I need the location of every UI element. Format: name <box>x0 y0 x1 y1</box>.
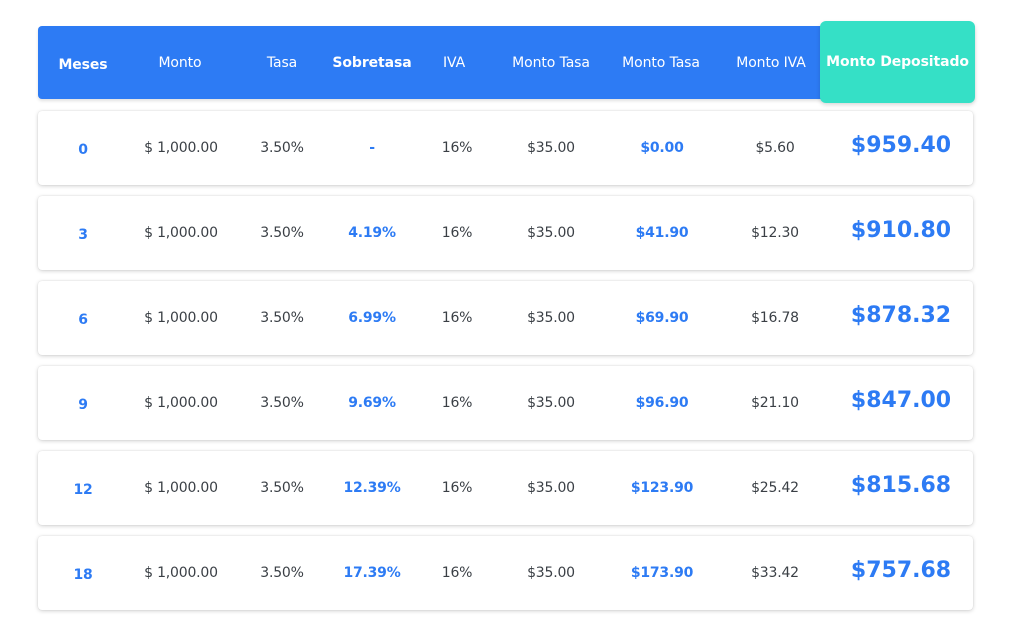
table-row: 12 $ 1,000.00 3.50% 12.39% 16% $35.00 $1… <box>38 451 973 525</box>
cell-monto-iva: $16.78 <box>751 310 799 326</box>
cell-monto-depositado: $757.68 <box>850 557 952 583</box>
table-row: 3 $ 1,000.00 3.50% 4.19% 16% $35.00 $41.… <box>38 196 973 270</box>
cell-monto-depositado: $847.00 <box>850 387 952 413</box>
cell-monto-sobretasa: $41.90 <box>635 225 689 241</box>
cell-tasa: 3.50% <box>260 225 304 241</box>
header-monto-tasa: Monto Tasa <box>512 54 590 71</box>
cell-monto: $ 1,000.00 <box>144 140 218 156</box>
cell-monto-tasa: $35.00 <box>527 225 575 241</box>
cell-monto-tasa: $35.00 <box>527 140 575 156</box>
header-monto-depositado: Monto Depositado <box>820 21 975 103</box>
table-header: Meses Monto Tasa Sobretasa IVA Monto Tas… <box>38 26 974 99</box>
cell-tasa: 3.50% <box>260 480 304 496</box>
cell-meses: 12 <box>73 482 93 498</box>
cell-iva: 16% <box>441 395 473 411</box>
cell-monto-tasa: $35.00 <box>527 395 575 411</box>
cell-monto-sobretasa: $96.90 <box>635 395 689 411</box>
cell-meses: 9 <box>78 397 88 413</box>
cell-sobretasa: 9.69% <box>348 395 396 411</box>
header-tasa: Tasa <box>266 54 298 71</box>
cell-sobretasa: 6.99% <box>348 310 396 326</box>
cell-iva: 16% <box>441 480 473 496</box>
cell-monto-depositado: $878.32 <box>850 302 952 328</box>
cell-monto-sobretasa: $173.90 <box>630 565 694 581</box>
cell-monto-depositado: $910.80 <box>850 217 952 243</box>
cell-monto: $ 1,000.00 <box>144 565 218 581</box>
cell-monto-iva: $5.60 <box>755 140 795 156</box>
cell-tasa: 3.50% <box>260 565 304 581</box>
header-sobretasa: Sobretasa <box>332 54 412 71</box>
cell-monto-sobretasa: $123.90 <box>630 480 694 496</box>
table-row: 0 $ 1,000.00 3.50% - 16% $35.00 $0.00 $5… <box>38 111 973 185</box>
cell-tasa: 3.50% <box>260 140 304 156</box>
cell-monto-depositado: $815.68 <box>850 472 952 498</box>
table-row: 6 $ 1,000.00 3.50% 6.99% 16% $35.00 $69.… <box>38 281 973 355</box>
cell-monto-iva: $12.30 <box>751 225 799 241</box>
cell-tasa: 3.50% <box>260 395 304 411</box>
cell-sobretasa: - <box>369 140 375 156</box>
header-monto: Monto <box>158 54 202 71</box>
cell-monto: $ 1,000.00 <box>144 225 218 241</box>
cell-iva: 16% <box>441 225 473 241</box>
cell-monto: $ 1,000.00 <box>144 395 218 411</box>
cell-meses: 3 <box>78 227 88 243</box>
table-row: 18 $ 1,000.00 3.50% 17.39% 16% $35.00 $1… <box>38 536 973 610</box>
cell-iva: 16% <box>441 310 473 326</box>
header-meses: Meses <box>58 56 108 73</box>
cell-monto-tasa: $35.00 <box>527 480 575 496</box>
cell-sobretasa: 4.19% <box>348 225 396 241</box>
cell-meses: 18 <box>73 567 93 583</box>
cell-monto: $ 1,000.00 <box>144 480 218 496</box>
table-row: 9 $ 1,000.00 3.50% 9.69% 16% $35.00 $96.… <box>38 366 973 440</box>
cell-iva: 16% <box>441 565 473 581</box>
header-monto-iva: Monto IVA <box>736 54 806 71</box>
cell-monto: $ 1,000.00 <box>144 310 218 326</box>
cell-monto-sobretasa: $69.90 <box>635 310 689 326</box>
cell-meses: 6 <box>78 312 88 328</box>
cell-monto-tasa: $35.00 <box>527 565 575 581</box>
cell-monto-depositado: $959.40 <box>850 132 952 158</box>
cell-iva: 16% <box>441 140 473 156</box>
header-monto-sobretasa: Monto Tasa <box>622 54 700 71</box>
cell-tasa: 3.50% <box>260 310 304 326</box>
cell-monto-iva: $33.42 <box>751 565 799 581</box>
header-iva: IVA <box>442 54 466 71</box>
cell-sobretasa: 17.39% <box>343 565 401 581</box>
cell-monto-tasa: $35.00 <box>527 310 575 326</box>
cell-sobretasa: 12.39% <box>343 480 401 496</box>
cell-monto-sobretasa: $0.00 <box>640 140 684 156</box>
cell-monto-iva: $25.42 <box>751 480 799 496</box>
cell-monto-iva: $21.10 <box>751 395 799 411</box>
cell-meses: 0 <box>78 142 88 158</box>
